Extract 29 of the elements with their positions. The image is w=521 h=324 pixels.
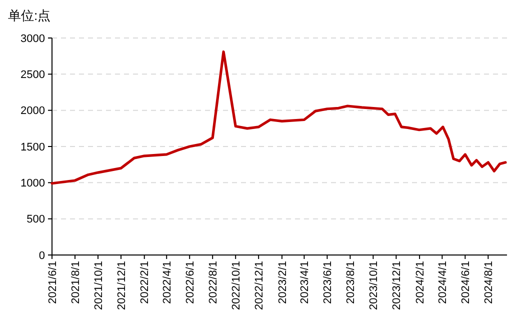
chart-title: 单位:点 xyxy=(8,8,51,23)
y-tick-label: 0 xyxy=(38,250,45,262)
x-tick-label: 2024/2/1 xyxy=(414,261,426,304)
x-tick-label: 2022/12/1 xyxy=(253,261,266,310)
x-tick-label: 2024/8/1 xyxy=(483,261,495,304)
x-tick-label: 2021/10/1 xyxy=(92,261,105,310)
x-tick-label: 2024/6/1 xyxy=(460,261,472,304)
x-tick-label: 2022/4/1 xyxy=(161,261,174,304)
line-series xyxy=(50,50,507,185)
x-tick-label: 2021/12/1 xyxy=(116,261,128,310)
x-tick-label: 2023/2/1 xyxy=(276,261,289,304)
x-tick-label: 2022/8/1 xyxy=(207,261,220,304)
x-tick-label: 2024/4/1 xyxy=(437,261,450,304)
x-tick-label: 2022/10/1 xyxy=(230,261,242,310)
x-tick-label: 2022/6/1 xyxy=(184,261,196,304)
x-tick-label: 2023/10/1 xyxy=(368,261,380,310)
y-tick-label: 2500 xyxy=(20,69,45,82)
y-tick-label: 1000 xyxy=(20,178,45,190)
x-tick-label: 2023/6/1 xyxy=(322,261,334,304)
x-tick-label: 2021/8/1 xyxy=(70,261,82,304)
x-tick-label: 2022/2/1 xyxy=(139,261,152,304)
x-tick-label: 2023/12/1 xyxy=(391,261,404,310)
x-tick-label: 2023/4/1 xyxy=(299,261,312,304)
y-tick-label: 1500 xyxy=(20,141,45,154)
x-tick-label: 2021/6/1 xyxy=(46,261,59,304)
y-tick-label: 500 xyxy=(26,214,45,226)
y-tick-label: 2000 xyxy=(20,105,45,118)
x-tick-label: 2023/8/1 xyxy=(345,261,358,304)
y-tick-label: 3000 xyxy=(20,32,45,45)
